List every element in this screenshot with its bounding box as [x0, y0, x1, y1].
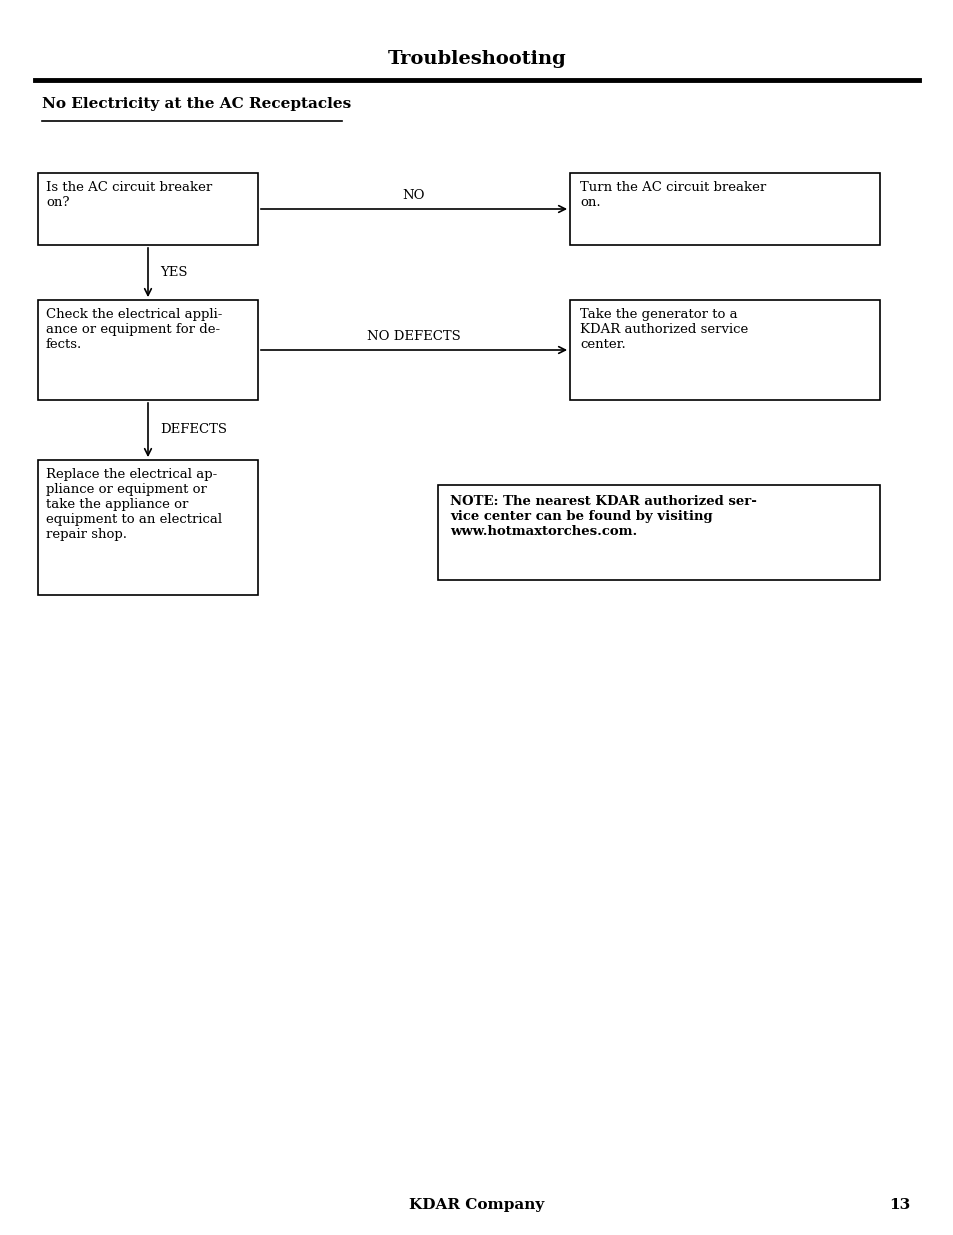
Text: DEFECTS: DEFECTS: [160, 424, 227, 436]
Text: Replace the electrical ap-
pliance or equipment or
take the appliance or
equipme: Replace the electrical ap- pliance or eq…: [46, 468, 222, 541]
Text: Check the electrical appli-
ance or equipment for de-
fects.: Check the electrical appli- ance or equi…: [46, 308, 222, 351]
FancyBboxPatch shape: [569, 173, 879, 245]
Text: Take the generator to a
KDAR authorized service
center.: Take the generator to a KDAR authorized …: [579, 308, 747, 351]
Text: NO DEFECTS: NO DEFECTS: [367, 330, 460, 343]
Text: NOTE: The nearest KDAR authorized ser-
vice center can be found by visiting
www.: NOTE: The nearest KDAR authorized ser- v…: [450, 495, 756, 538]
Text: Turn the AC circuit breaker
on.: Turn the AC circuit breaker on.: [579, 182, 765, 209]
FancyBboxPatch shape: [437, 485, 879, 580]
Text: Is the AC circuit breaker
on?: Is the AC circuit breaker on?: [46, 182, 212, 209]
FancyBboxPatch shape: [38, 459, 257, 595]
Text: YES: YES: [160, 266, 188, 279]
FancyBboxPatch shape: [38, 173, 257, 245]
Text: 13: 13: [888, 1198, 909, 1212]
FancyBboxPatch shape: [38, 300, 257, 400]
FancyBboxPatch shape: [569, 300, 879, 400]
Text: Troubleshooting: Troubleshooting: [387, 49, 566, 68]
Text: No Electricity at the AC Receptacles: No Electricity at the AC Receptacles: [42, 98, 351, 111]
Text: NO: NO: [402, 189, 425, 203]
Text: KDAR Company: KDAR Company: [409, 1198, 544, 1212]
